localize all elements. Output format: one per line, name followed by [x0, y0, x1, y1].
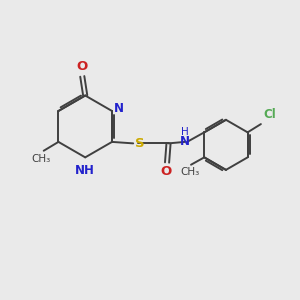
Text: CH₃: CH₃: [180, 167, 199, 177]
Text: H: H: [182, 128, 189, 137]
Text: N: N: [180, 135, 190, 148]
Text: S: S: [135, 137, 144, 150]
Text: NH: NH: [75, 164, 95, 177]
Text: O: O: [160, 166, 171, 178]
Text: CH₃: CH₃: [32, 154, 51, 164]
Text: O: O: [77, 60, 88, 74]
Text: N: N: [113, 102, 124, 115]
Text: Cl: Cl: [263, 108, 276, 121]
